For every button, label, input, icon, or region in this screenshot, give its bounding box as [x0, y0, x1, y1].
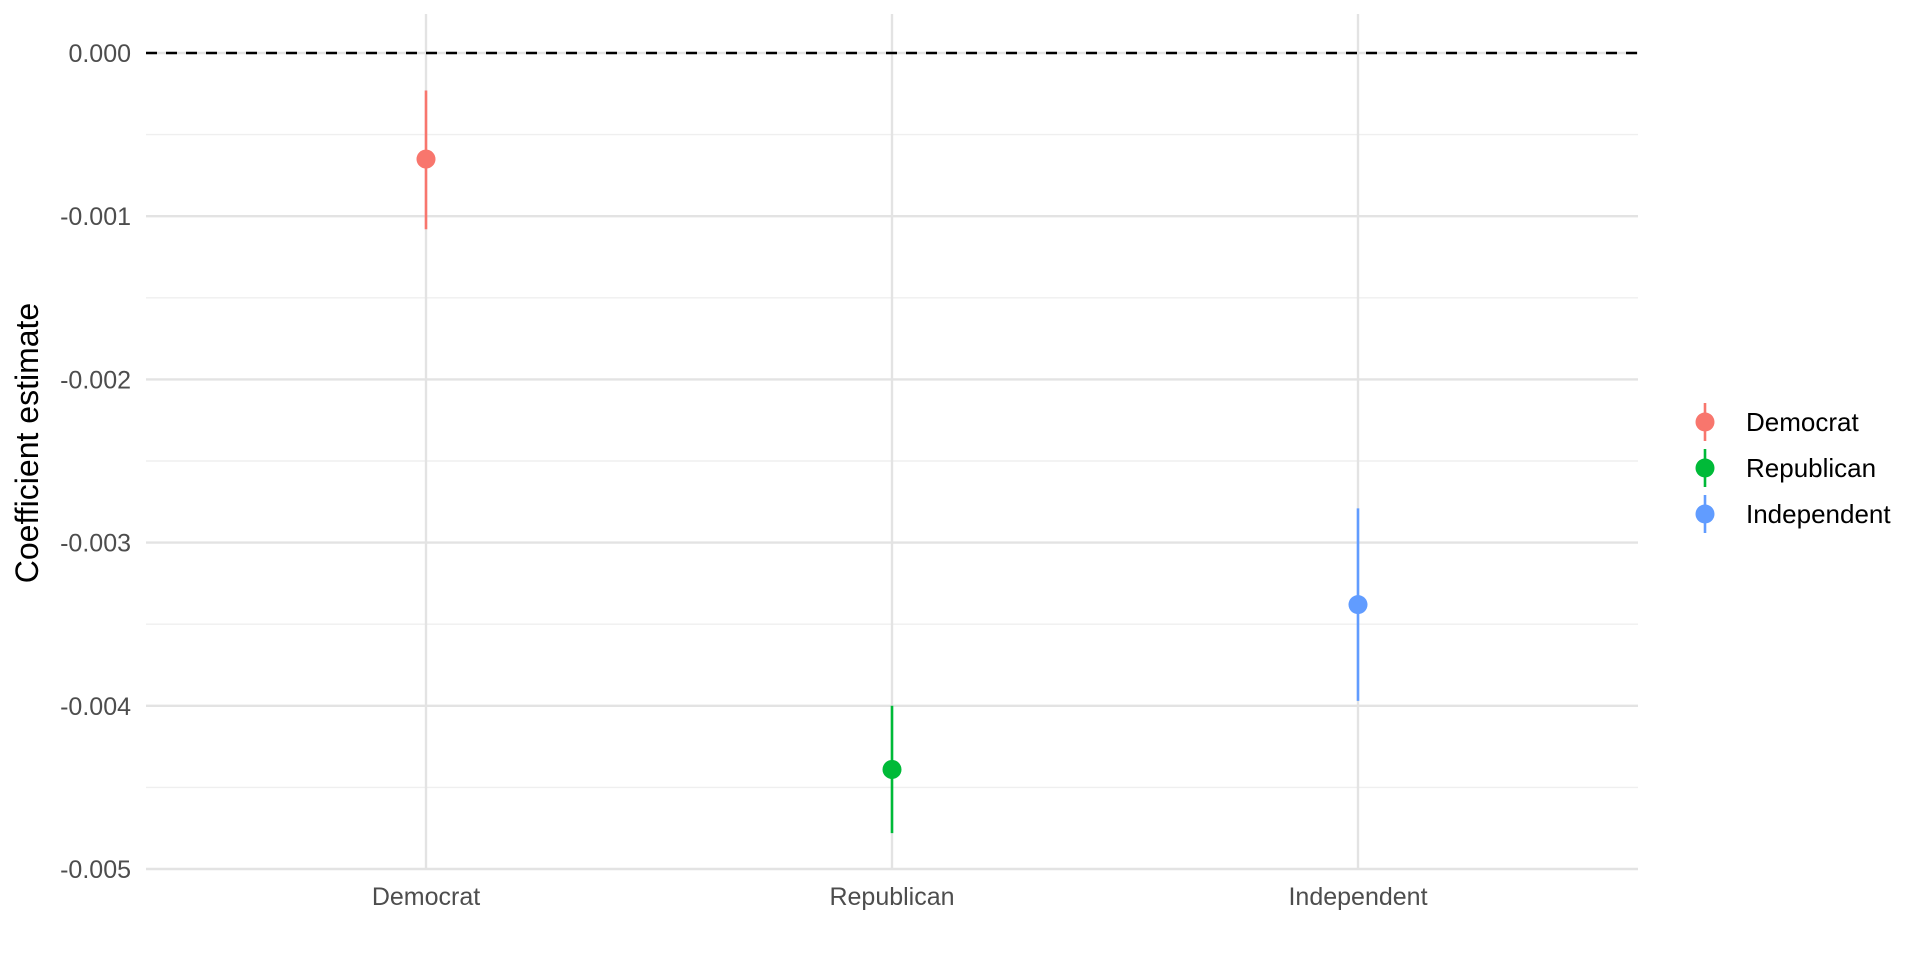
x-tick-label: Democrat	[372, 883, 480, 911]
x-tick-label: Independent	[1288, 883, 1427, 911]
y-tick-label: -0.003	[60, 530, 131, 558]
legend-key-independent	[1695, 495, 1715, 533]
legend-key-dot	[1695, 412, 1715, 432]
point-estimate-republican	[882, 759, 902, 779]
y-tick-label: -0.001	[60, 203, 131, 231]
legend-key-dot	[1695, 458, 1715, 478]
legend-key-democrat	[1695, 403, 1715, 441]
y-tick-label: -0.005	[60, 856, 131, 884]
y-axis-ticks: 0.000 -0.001 -0.002 -0.003 -0.004 -0.005	[60, 40, 131, 884]
y-tick-label: 0.000	[68, 40, 131, 68]
plot-marks	[416, 90, 1368, 834]
legend-label-democrat: Democrat	[1746, 407, 1859, 437]
point-estimate-independent	[1348, 595, 1368, 615]
point-estimate-democrat	[416, 149, 436, 169]
y-axis-title: Coefficient estimate	[9, 303, 45, 583]
legend: Democrat Republican Independent	[1695, 403, 1891, 533]
x-tick-label: Republican	[829, 883, 954, 911]
y-tick-label: -0.004	[60, 693, 131, 721]
legend-key-republican	[1695, 449, 1715, 487]
legend-key-dot	[1695, 504, 1715, 524]
y-tick-label: -0.002	[60, 366, 131, 394]
legend-label-republican: Republican	[1746, 453, 1876, 483]
x-axis-ticks: Democrat Republican Independent	[372, 883, 1428, 911]
legend-label-independent: Independent	[1746, 499, 1891, 529]
